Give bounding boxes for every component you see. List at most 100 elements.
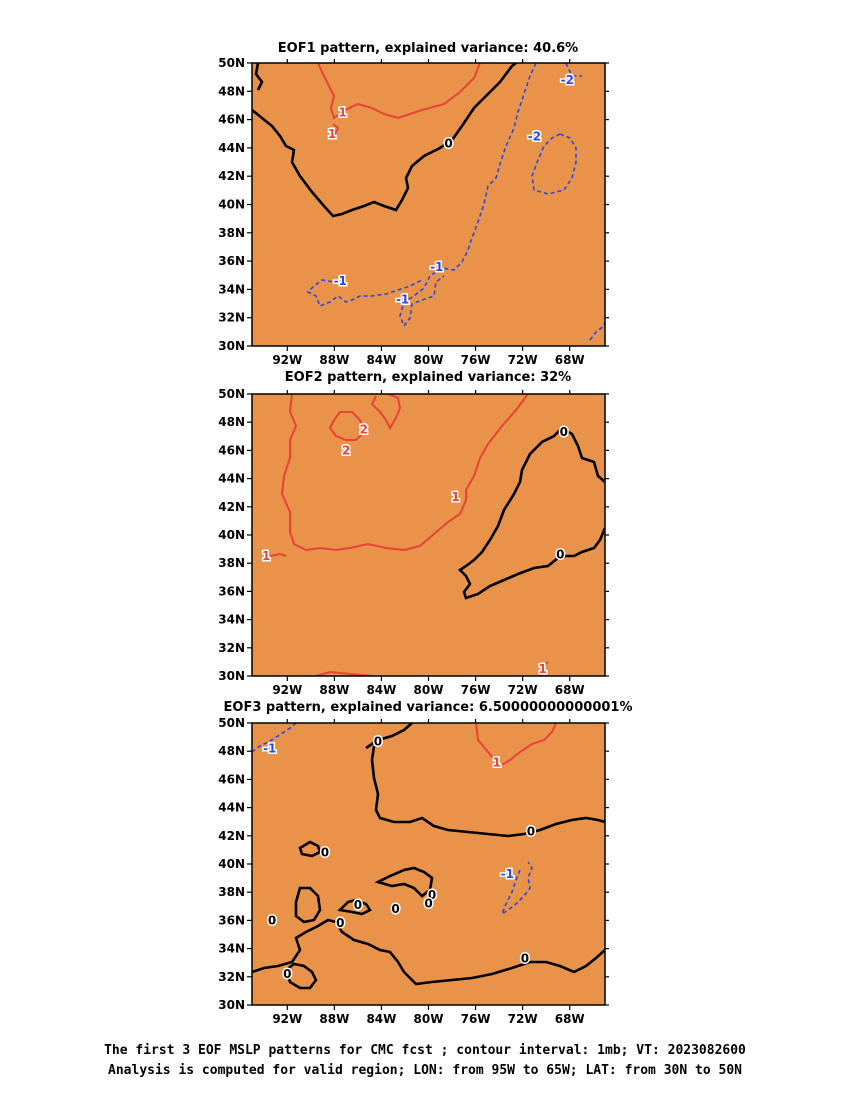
- x-tick-label: 72W: [508, 353, 538, 367]
- eof1-title: EOF1 pattern, explained variance: 40.6%: [278, 41, 578, 56]
- y-tick-label: 34N: [218, 613, 245, 627]
- y-tick-label: 30N: [218, 998, 245, 1012]
- y-tick-label: 46N: [218, 443, 245, 457]
- eof2-axes: 92W 88W 84W 80W 76W 72W 68W 30N 32N 34N 36N 38N 40N 4…: [218, 387, 609, 697]
- contour-label: 0: [527, 825, 535, 839]
- x-tick-label: 76W: [461, 1012, 491, 1026]
- eof2-contour-positive-1-sw: [269, 552, 287, 557]
- eof2-contour-positive-1-s: [539, 661, 549, 676]
- y-tick-label: 44N: [218, 141, 245, 155]
- x-tick-label: 92W: [272, 1012, 302, 1026]
- eof2-contour-positive-2-small: [328, 411, 366, 441]
- eof3-contour-zero-loop-b: [294, 886, 322, 924]
- eof2-contour-labels: 22 1 1 1 0 0: [260, 421, 569, 678]
- y-tick-label: 34N: [218, 942, 245, 956]
- eof3-axes: 92W 88W 84W 80W 76W 72W 68W 30N 32N 34N 36N 38N 40N 4…: [218, 716, 609, 1026]
- eof3-panel: EOF3 pattern, explained variance: 6.5000…: [218, 700, 632, 1026]
- y-tick-label: 42N: [218, 169, 245, 183]
- x-tick-label: 68W: [555, 1012, 585, 1026]
- eof1-contour-labels: 11 0 -2 -2 -1 -1 -1: [326, 71, 575, 307]
- y-tick-label: 50N: [218, 716, 245, 730]
- eof3-contour-zero-loop-a: [298, 840, 322, 858]
- contour-label: 2: [360, 422, 368, 436]
- eof1-axes: 92W 88W 84W 80W 76W 72W 68W 30N 32N 34N 36N 38N 40N 4…: [218, 56, 609, 367]
- contour-label: -1: [501, 867, 514, 881]
- y-tick-label: 50N: [218, 387, 245, 401]
- x-tick-label: 92W: [272, 353, 302, 367]
- x-tick-label: 72W: [508, 1012, 538, 1026]
- y-tick-label: 46N: [218, 772, 245, 786]
- contour-label: 0: [444, 137, 452, 151]
- contour-label: 0: [560, 425, 568, 439]
- eof2-contour-positive-1-b: [315, 670, 373, 676]
- x-tick-label: 72W: [508, 683, 538, 697]
- contour-label: 1: [538, 662, 546, 676]
- contour-label: -1: [430, 260, 443, 274]
- figure-caption-line2: Analysis is computed for valid region; L…: [108, 1063, 742, 1078]
- y-tick-label: 32N: [218, 641, 245, 655]
- y-tick-label: 36N: [218, 913, 245, 927]
- y-tick-label: 40N: [218, 857, 245, 871]
- contour-label: 1: [451, 490, 459, 504]
- y-tick-label: 50N: [218, 56, 245, 70]
- eof2-contour-positive-1: [280, 394, 529, 552]
- eof3-contour-zero-north: [365, 723, 413, 750]
- x-tick-label: 84W: [366, 353, 396, 367]
- eof1-contour-negative-2: [531, 133, 577, 195]
- y-tick-label: 38N: [218, 556, 245, 570]
- x-tick-label: 80W: [414, 353, 444, 367]
- eof2-contour-zero: [457, 426, 605, 600]
- contour-label: 1: [493, 755, 501, 769]
- y-tick-label: 30N: [218, 669, 245, 683]
- contour-label: -2: [528, 130, 541, 144]
- x-tick-label: 88W: [319, 1012, 349, 1026]
- eof3-contour-zero-main: [370, 745, 605, 838]
- y-tick-label: 34N: [218, 282, 245, 296]
- y-tick-label: 38N: [218, 226, 245, 240]
- x-tick-label: 84W: [366, 1012, 396, 1026]
- y-tick-label: 48N: [218, 744, 245, 758]
- eof3-contour-zero-loop-e: [284, 962, 318, 990]
- y-tick-label: 32N: [218, 311, 245, 325]
- contour-label: 0: [268, 913, 276, 927]
- figure-caption-line1: The first 3 EOF MSLP patterns for CMC fc…: [104, 1043, 746, 1058]
- x-tick-label: 88W: [319, 683, 349, 697]
- eof3-contour-zero-loop-d: [337, 898, 372, 916]
- eof1-contour-negative-1: [399, 63, 537, 328]
- eof3-contour-negative-1-nw: [252, 723, 297, 753]
- y-tick-label: 46N: [218, 113, 245, 127]
- y-tick-label: 38N: [218, 885, 245, 899]
- contour-label: 0: [283, 967, 291, 981]
- y-tick-label: 32N: [218, 970, 245, 984]
- eof1-panel: EOF1 pattern, explained variance: 40.6% …: [218, 41, 609, 367]
- y-tick-label: 44N: [218, 472, 245, 486]
- contour-label: 0: [428, 888, 436, 902]
- contour-label: 0: [424, 896, 432, 910]
- x-tick-label: 92W: [272, 683, 302, 697]
- contour-label: -2: [561, 73, 574, 87]
- y-tick-label: 36N: [218, 584, 245, 598]
- eof1-contour-negative-1-west: [306, 279, 423, 308]
- contour-label: 0: [374, 734, 382, 748]
- contour-label: 0: [321, 846, 329, 860]
- eof2-coastlines: [284, 411, 605, 676]
- contour-label: 1: [338, 106, 346, 120]
- contour-label: -1: [334, 274, 347, 288]
- contour-label: 2: [342, 443, 350, 457]
- x-tick-label: 80W: [414, 683, 444, 697]
- eof1-contour-positive-1b: [332, 123, 340, 137]
- x-tick-label: 88W: [319, 353, 349, 367]
- contour-label: 0: [556, 548, 564, 562]
- eof2-panel: EOF2 pattern, explained variance: 32% 22…: [218, 370, 609, 697]
- eof1-contour-zero: [252, 63, 517, 218]
- eof3-contour-negative-1: [500, 861, 533, 917]
- eof3-title: EOF3 pattern, explained variance: 6.5000…: [224, 700, 633, 715]
- x-tick-label: 76W: [461, 683, 491, 697]
- eof2-title: EOF2 pattern, explained variance: 32%: [285, 370, 571, 385]
- x-tick-label: 84W: [366, 683, 396, 697]
- eof1-contour-zero-nw: [254, 63, 264, 91]
- y-tick-label: 48N: [218, 84, 245, 98]
- y-tick-label: 48N: [218, 415, 245, 429]
